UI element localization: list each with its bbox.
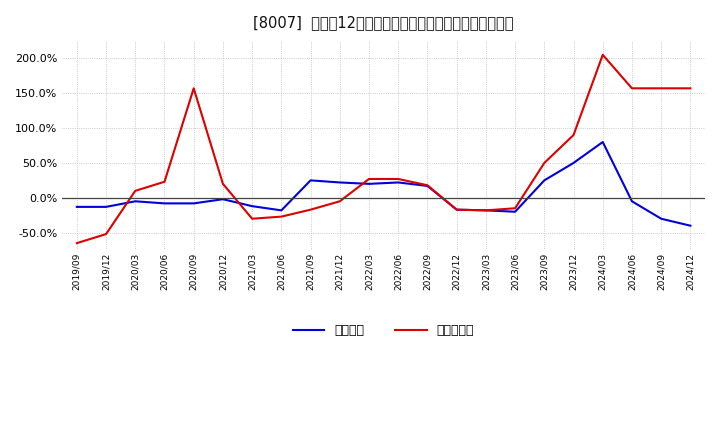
Line: 経常利益: 経常利益 <box>77 142 690 226</box>
当期純利益 <box>423 183 432 188</box>
経常利益 <box>657 216 665 221</box>
当期純利益 <box>160 179 168 184</box>
当期純利益 <box>452 207 461 213</box>
当期純利益 <box>598 52 607 58</box>
経常利益 <box>540 178 549 183</box>
経常利益 <box>570 160 578 165</box>
当期純利益 <box>394 176 402 182</box>
当期純利益 <box>219 181 228 187</box>
Legend: 経常利益, 当期純利益: 経常利益, 当期純利益 <box>288 319 480 342</box>
経常利益 <box>510 209 519 214</box>
当期純利益 <box>73 241 81 246</box>
当期純利益 <box>131 188 140 194</box>
経常利益 <box>277 208 286 213</box>
経常利益 <box>628 198 636 204</box>
当期純利益 <box>482 208 490 213</box>
Title: [8007]  利益だ12か月移動合計の対前年同期増減率の推移: [8007] 利益だ12か月移動合計の対前年同期増減率の推移 <box>253 15 514 30</box>
経常利益 <box>394 180 402 185</box>
経常利益 <box>423 183 432 189</box>
当期純利益 <box>336 198 344 204</box>
経常利益 <box>73 204 81 209</box>
経常利益 <box>189 201 198 206</box>
当期純利益 <box>628 86 636 91</box>
当期純利益 <box>365 176 374 182</box>
経常利益 <box>219 197 228 202</box>
経常利益 <box>686 223 695 228</box>
当期純利益 <box>102 231 110 237</box>
当期純利益 <box>306 207 315 213</box>
当期純利益 <box>686 86 695 91</box>
経常利益 <box>598 139 607 145</box>
経常利益 <box>306 178 315 183</box>
当期純利益 <box>248 216 256 221</box>
当期純利益 <box>189 86 198 91</box>
経常利益 <box>248 204 256 209</box>
当期純利益 <box>540 160 549 165</box>
経常利益 <box>452 207 461 213</box>
経常利益 <box>102 204 110 209</box>
Line: 当期純利益: 当期純利益 <box>77 55 690 243</box>
当期純利益 <box>657 86 665 91</box>
当期純利益 <box>277 214 286 219</box>
経常利益 <box>365 181 374 187</box>
経常利益 <box>336 180 344 185</box>
当期純利益 <box>510 205 519 211</box>
当期純利益 <box>570 132 578 138</box>
経常利益 <box>482 208 490 213</box>
経常利益 <box>131 198 140 204</box>
経常利益 <box>160 201 168 206</box>
